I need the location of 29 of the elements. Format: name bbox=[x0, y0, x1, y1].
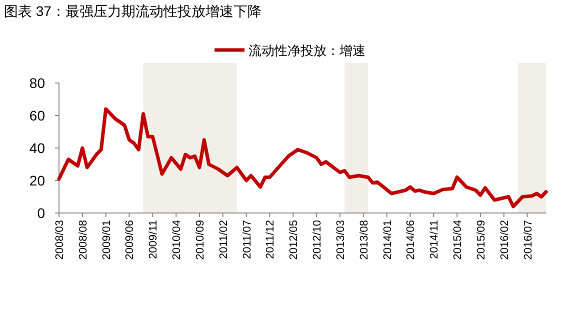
x-tick-label: 2011/07 bbox=[241, 220, 254, 259]
x-tick-label: 2008/08 bbox=[77, 220, 90, 260]
x-tick-label: 2013/03 bbox=[334, 220, 347, 260]
x-tick-label: 2016/07 bbox=[522, 220, 534, 260]
legend-label: 流动性净投放：增速 bbox=[248, 43, 366, 58]
title: 图表 37：最强压力期流动性投放增速下降 bbox=[4, 3, 262, 19]
x-tick-label: 2013/08 bbox=[358, 220, 370, 260]
x-tick-label: 2008/03 bbox=[54, 220, 66, 260]
x-tick-label: 2014/01 bbox=[382, 220, 394, 260]
y-tick-label: 40 bbox=[29, 140, 46, 156]
x-tick-label: 2014/11 bbox=[428, 220, 441, 259]
y-tick-label: 0 bbox=[37, 205, 46, 221]
x-tick-label: 2015/04 bbox=[452, 220, 464, 260]
y-tick-label: 60 bbox=[29, 108, 46, 124]
x-tick-label: 2011/12 bbox=[264, 220, 277, 259]
x-tick-label: 2015/09 bbox=[475, 220, 488, 260]
y-tick-label: 20 bbox=[29, 172, 46, 188]
x-tick-label: 2010/04 bbox=[171, 220, 184, 260]
x-tick-label: 2009/11 bbox=[148, 220, 160, 259]
x-tick-label: 2010/09 bbox=[194, 220, 206, 260]
x-tick-label: 2009/01 bbox=[100, 220, 113, 260]
x-tick-label: 2012/10 bbox=[312, 220, 324, 260]
line-series bbox=[57, 107, 548, 208]
x-tick-label: 2009/06 bbox=[124, 220, 136, 260]
y-tick-label: 80 bbox=[29, 75, 46, 91]
x-tick-label: 2011/02 bbox=[218, 220, 230, 259]
x-tick-label: 2014/06 bbox=[405, 220, 418, 260]
x-tick-label: 2016/02 bbox=[498, 220, 511, 260]
x-tick-label: 2012/05 bbox=[288, 220, 300, 260]
